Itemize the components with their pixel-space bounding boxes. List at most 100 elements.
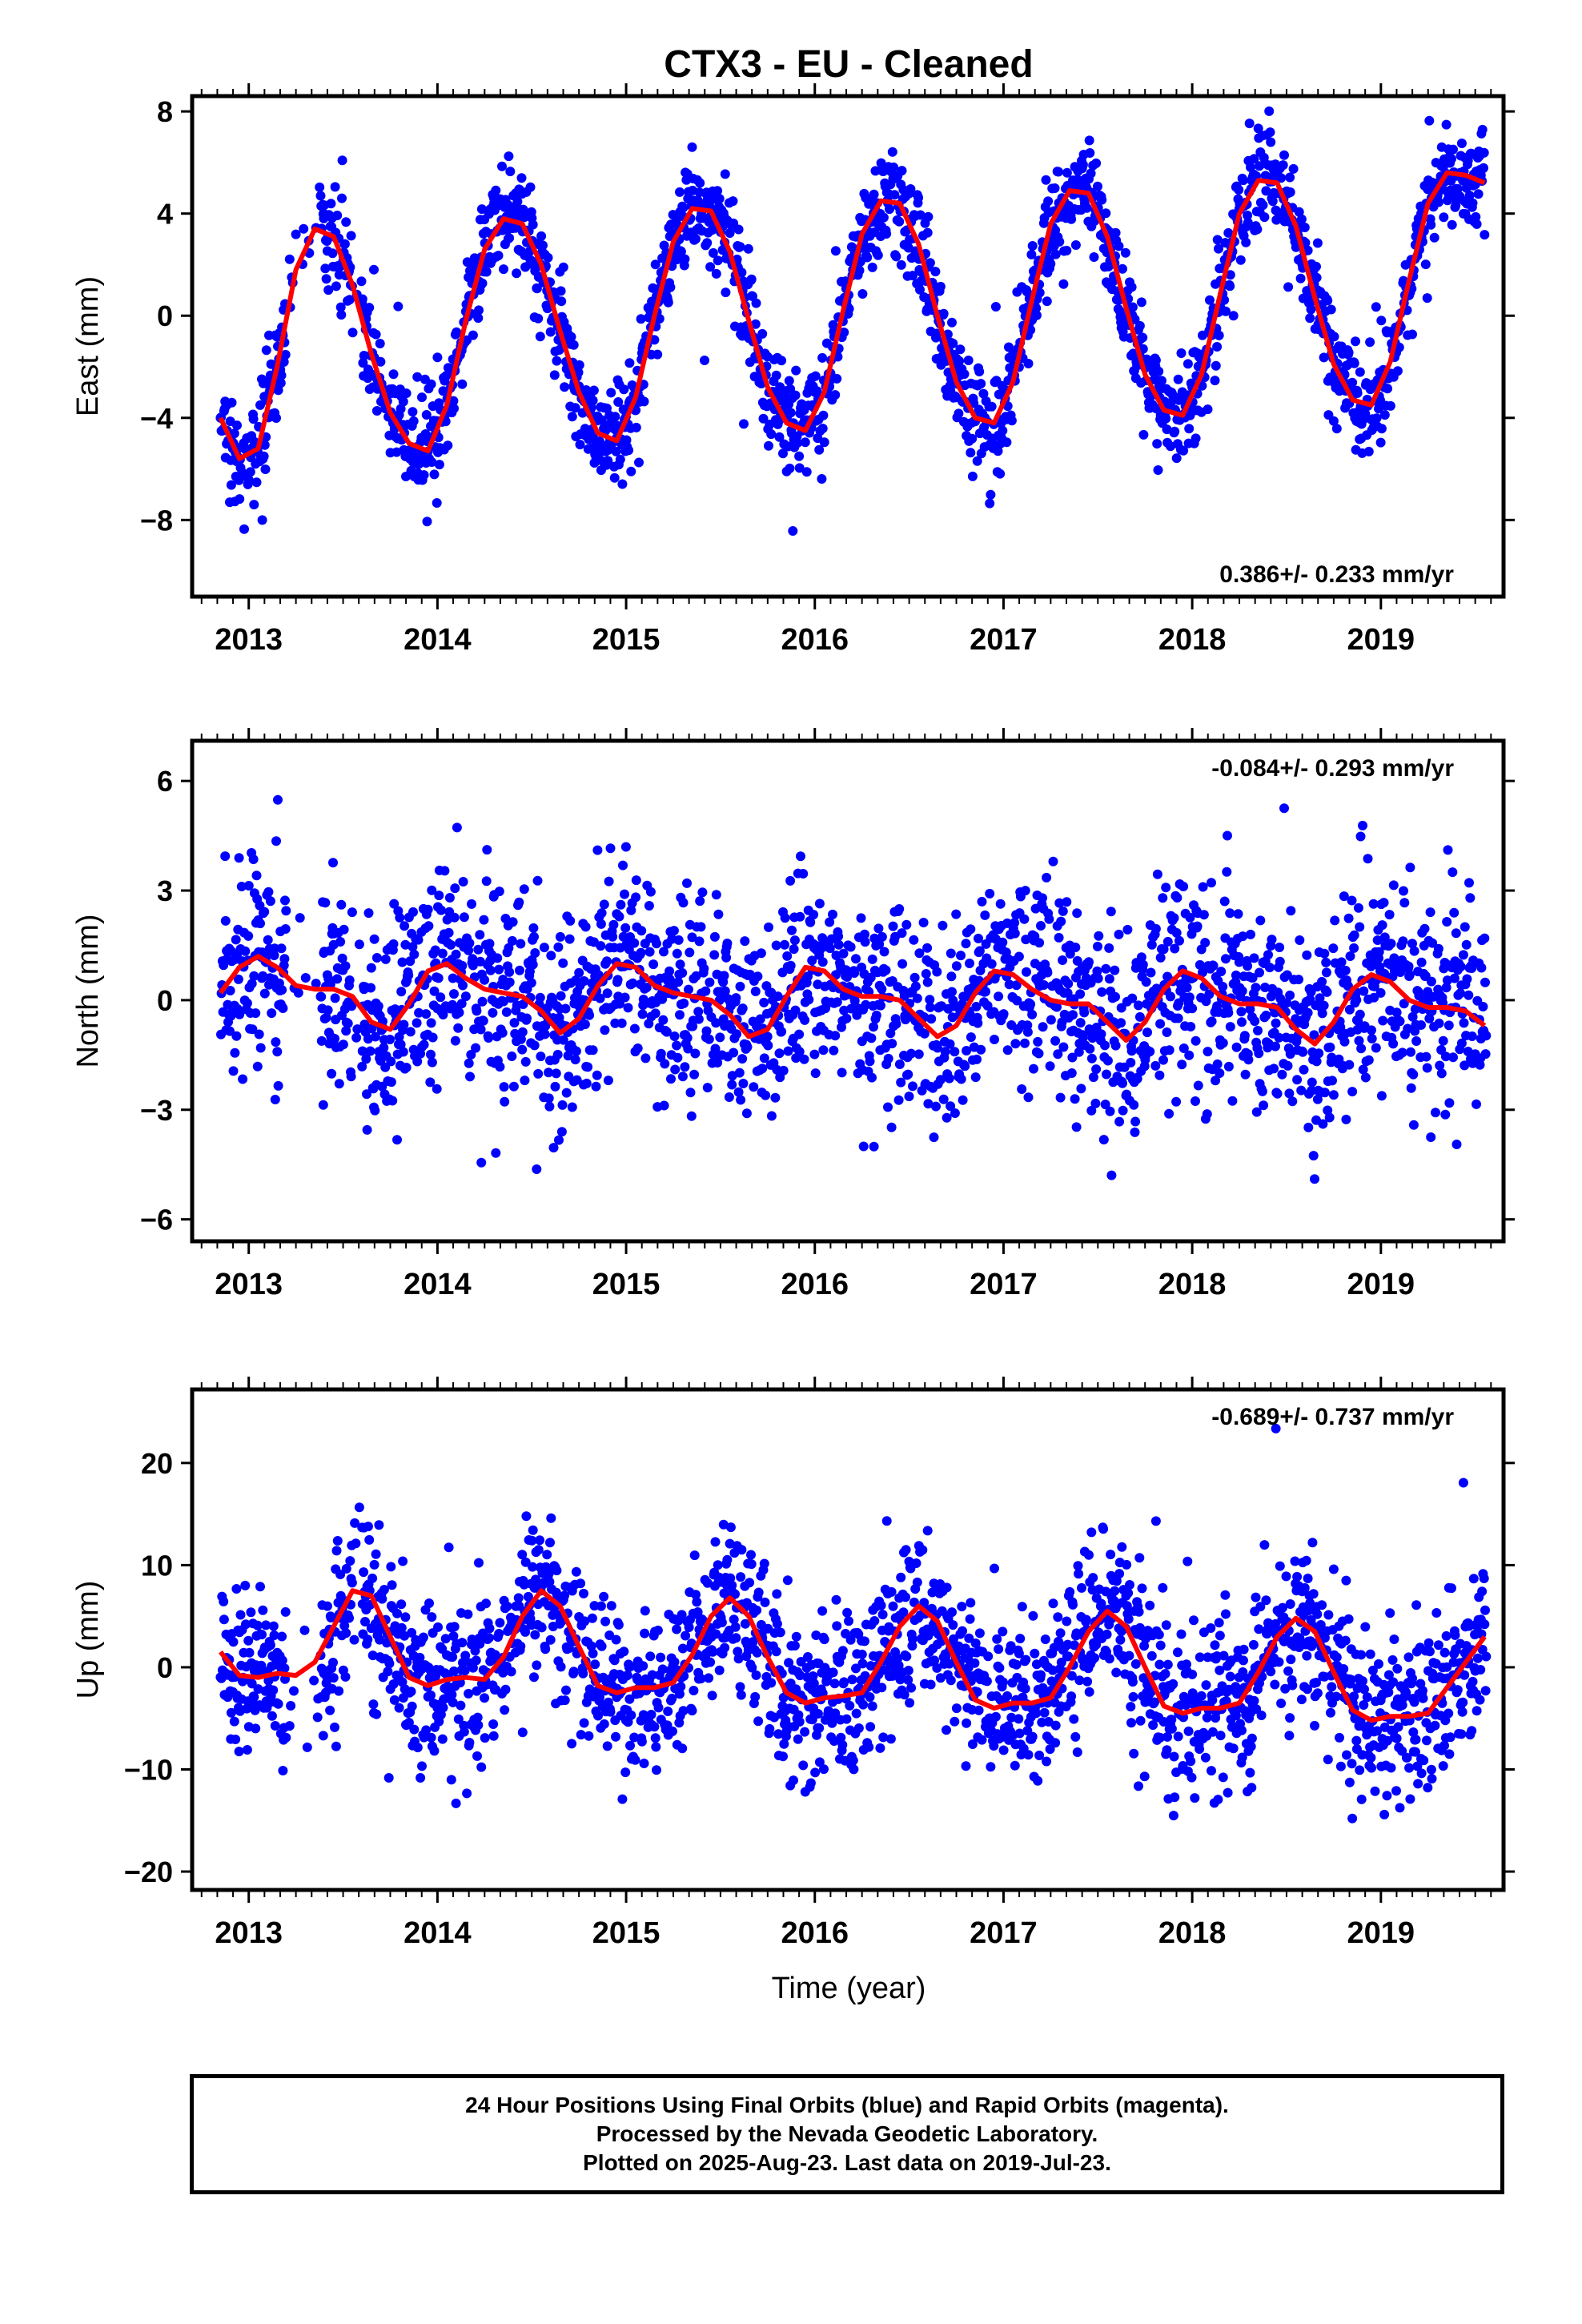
data-point xyxy=(794,463,805,473)
data-point xyxy=(854,265,865,275)
data-point xyxy=(341,1026,351,1036)
data-point xyxy=(1363,854,1373,864)
data-point xyxy=(408,907,418,917)
data-point xyxy=(394,1703,404,1713)
data-point xyxy=(739,419,749,429)
data-point xyxy=(903,1069,913,1080)
data-point xyxy=(458,980,468,991)
data-point xyxy=(1090,1098,1101,1108)
data-point xyxy=(231,935,241,945)
data-point xyxy=(422,517,432,527)
data-point xyxy=(810,371,821,381)
data-point xyxy=(641,983,652,993)
data-point xyxy=(544,1093,554,1104)
data-point xyxy=(1178,1043,1189,1053)
data-point xyxy=(908,1081,917,1092)
data-point xyxy=(546,951,556,961)
data-point xyxy=(375,356,386,367)
data-point xyxy=(273,794,283,805)
data-point xyxy=(1034,287,1045,298)
data-point xyxy=(357,1061,367,1072)
data-point xyxy=(575,440,585,450)
data-point xyxy=(335,937,346,947)
data-point xyxy=(699,963,709,974)
data-point xyxy=(738,1079,749,1088)
data-point xyxy=(1078,1032,1088,1043)
y-axis-label: North (mm) xyxy=(71,914,105,1068)
data-point xyxy=(409,1724,420,1735)
data-point xyxy=(783,1046,793,1056)
data-point xyxy=(1214,330,1224,340)
data-point xyxy=(669,1031,680,1041)
data-point xyxy=(1336,957,1347,967)
data-point xyxy=(528,959,538,970)
data-point xyxy=(1310,1174,1319,1184)
data-point xyxy=(1219,896,1230,907)
data-point xyxy=(974,933,983,943)
data-point xyxy=(473,944,484,955)
data-point xyxy=(271,413,281,423)
data-point xyxy=(251,1008,261,1019)
data-point xyxy=(871,1010,881,1020)
data-point xyxy=(341,217,351,227)
data-point xyxy=(956,1074,966,1084)
data-point xyxy=(1259,1100,1269,1111)
data-point xyxy=(1234,185,1244,195)
data-point xyxy=(1086,1105,1097,1116)
data-point xyxy=(375,1634,385,1645)
data-point xyxy=(446,1775,456,1785)
data-point xyxy=(346,231,356,241)
data-point xyxy=(554,1135,564,1145)
data-point xyxy=(340,1671,351,1682)
data-point xyxy=(912,993,922,1003)
data-point xyxy=(280,349,291,360)
data-point xyxy=(327,248,338,259)
data-point xyxy=(611,446,621,456)
data-point xyxy=(446,939,456,950)
data-point xyxy=(1443,1020,1454,1031)
data-point xyxy=(812,386,822,396)
data-point xyxy=(1254,1048,1264,1059)
data-point xyxy=(244,1647,255,1658)
data-point xyxy=(1481,1031,1492,1041)
data-point xyxy=(1368,899,1379,909)
data-point xyxy=(1221,954,1231,964)
data-point xyxy=(1258,200,1268,211)
data-point xyxy=(1084,135,1094,146)
data-point xyxy=(693,1014,704,1024)
data-point xyxy=(482,845,492,855)
data-point xyxy=(830,246,841,256)
data-point xyxy=(1403,961,1414,971)
data-point xyxy=(1261,186,1271,196)
data-point xyxy=(922,977,933,987)
data-point xyxy=(918,918,929,927)
data-point xyxy=(787,925,797,935)
data-point xyxy=(1171,927,1182,938)
data-point xyxy=(1253,1025,1263,1035)
data-point xyxy=(1026,999,1036,1009)
data-point xyxy=(938,308,949,319)
data-point xyxy=(419,1732,429,1743)
data-point xyxy=(451,1798,461,1808)
data-point xyxy=(841,1013,852,1023)
data-point xyxy=(448,1631,459,1641)
data-point xyxy=(1282,970,1292,980)
data-point xyxy=(380,1062,391,1072)
data-point xyxy=(1426,1132,1436,1142)
data-point xyxy=(1145,1047,1155,1057)
data-point xyxy=(360,1617,370,1626)
data-point xyxy=(476,1024,486,1035)
data-point xyxy=(354,1502,364,1513)
data-point xyxy=(429,1746,440,1756)
data-point xyxy=(474,1558,484,1568)
data-point xyxy=(225,986,235,995)
data-point xyxy=(750,987,761,996)
data-point xyxy=(636,926,647,936)
data-point xyxy=(1369,992,1379,1003)
data-point xyxy=(1054,898,1065,908)
data-point xyxy=(1052,1002,1062,1012)
x-tick-label: 2019 xyxy=(1347,623,1415,657)
data-point xyxy=(978,388,989,399)
data-point xyxy=(417,392,427,403)
data-point xyxy=(344,975,355,985)
